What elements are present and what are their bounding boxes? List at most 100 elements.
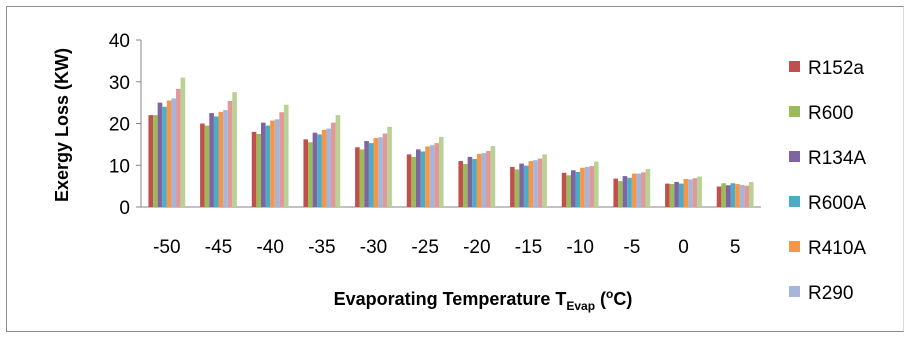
bar [725,185,731,207]
bar [180,77,186,207]
bar [148,115,154,207]
bar [378,137,383,207]
bar [618,181,623,207]
x-axis-title-open: ( [595,289,606,309]
bar [260,122,266,207]
legend-swatch [789,241,800,252]
bars [148,77,754,207]
bar [251,131,257,207]
bar [157,102,163,207]
x-tick-label: -5 [623,237,640,258]
bar [425,146,430,207]
legend-swatch [789,61,800,72]
bar [265,125,271,207]
bar [256,133,261,207]
bar [218,111,224,207]
bar [665,183,670,207]
bar [438,136,444,207]
legend-swatch [789,106,800,117]
bar [721,183,726,207]
bar [570,170,576,207]
y-tick-label: 10 [109,156,130,177]
bar [326,128,332,207]
x-axis-title-close: C) [613,289,632,309]
bar [317,134,322,207]
bar [472,158,477,207]
bar [631,173,637,207]
x-tick-label: -35 [308,237,335,258]
bar [537,158,543,207]
bar [209,113,214,207]
bar [227,100,233,207]
y-tick-label: 30 [109,73,130,94]
bar [364,141,369,207]
bar [528,161,534,207]
x-axis: -50 -45 -40 -35 -30 -25 -20 -15 -10 -5 0 5 [141,206,761,258]
bar [279,112,284,207]
x-tick-label: -15 [515,237,542,258]
bar [463,163,468,207]
x-tick-label: -10 [566,237,593,258]
bar [613,178,619,207]
bar [641,172,646,207]
legend-label: R600 [808,103,853,124]
bar [270,120,275,207]
bar [232,92,237,207]
bar [335,115,341,207]
x-axis-title-superscript: o [606,287,613,301]
bar [411,156,416,207]
x-axis-title: Evaporating Temperature TEvap (oC) [334,287,633,313]
bar [533,160,538,207]
bar [730,183,736,207]
x-tick-label: -30 [360,237,387,258]
bar [204,125,210,207]
bar [692,178,698,207]
bar [162,106,167,207]
x-tick-label: -40 [256,237,283,258]
x-tick-label: -50 [153,237,180,258]
bar [274,119,280,207]
bar [589,166,594,207]
x-tick-label: 0 [678,237,689,258]
bar [476,153,482,207]
bar [669,184,675,207]
bar [636,173,642,207]
bar [387,126,392,207]
bar [580,167,585,207]
bar [688,179,693,207]
legend-label: R290 [808,283,853,304]
bar [523,165,529,207]
legend-label: R600A [808,193,866,214]
bar [171,98,177,207]
bar [420,151,426,207]
bar [415,149,421,207]
x-tick-label: -45 [205,237,232,258]
bar [486,151,491,207]
bar [490,146,496,207]
bar [213,116,219,207]
bar [467,156,473,207]
bar [697,176,702,207]
bar [434,143,439,207]
bar [593,161,599,207]
y-axis: 0 10 20 30 40 [109,31,142,219]
bar [321,129,327,207]
bar [627,177,632,207]
legend-swatch [789,286,800,297]
bar [200,123,205,207]
bar [373,138,379,207]
bar [429,145,435,207]
bar [176,88,181,207]
bar [542,154,547,207]
bar [678,183,684,207]
x-tick-label: 5 [730,237,741,258]
bar [514,169,520,207]
bar [566,175,571,207]
bar [382,133,388,207]
bar [748,181,754,207]
bar [735,184,740,207]
bar [406,154,412,207]
x-tick-label: -20 [463,237,490,258]
bar [584,166,590,207]
y-tick-label: 0 [119,198,130,219]
